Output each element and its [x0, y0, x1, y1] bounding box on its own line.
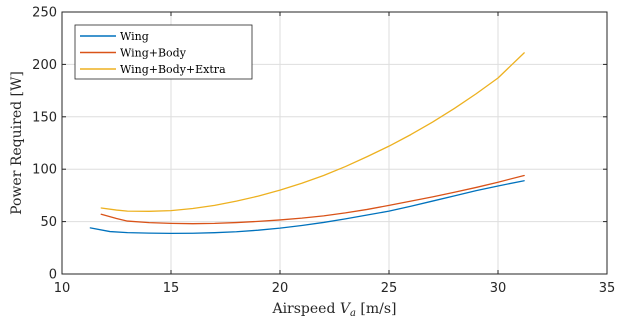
x-tick-label: 35 — [599, 281, 616, 296]
y-tick-label: 50 — [40, 215, 57, 230]
series-lines — [89, 52, 525, 234]
x-tick-label: 30 — [490, 281, 507, 296]
x-axis-label-suffix: [m/s] — [356, 301, 397, 317]
plot-frame — [61, 11, 608, 275]
legend-label-wing-body-extra: Wing+Body+Extra — [120, 63, 226, 76]
y-axis-label: Power Required [W] — [9, 71, 25, 215]
x-tick-label: 15 — [163, 281, 180, 296]
axis-ticks: 10 15 20 25 30 35 0 50 100 150 200 250 — [32, 6, 615, 297]
x-axis-label: Airspeed Va [m/s] — [271, 301, 396, 319]
series-line-wing-body — [100, 174, 525, 225]
series-line-wing-body-extra — [100, 52, 525, 212]
series-line-wing — [89, 180, 525, 234]
x-tick-label: 10 — [54, 281, 71, 296]
legend-label-wing: Wing — [120, 30, 149, 43]
legend: Wing Wing+Body Wing+Body+Extra — [74, 24, 253, 80]
y-tick-label: 250 — [32, 6, 57, 21]
y-tick-label: 200 — [32, 58, 57, 73]
y-tick-label: 150 — [32, 110, 57, 125]
x-axis-label-symbol: V — [340, 301, 352, 317]
y-tick-label: 0 — [49, 268, 57, 283]
y-tick-label: 100 — [32, 163, 57, 178]
x-axis-label-prefix: Airspeed — [271, 301, 339, 317]
legend-label-wing-body: Wing+Body — [120, 47, 187, 60]
x-tick-label: 25 — [381, 281, 398, 296]
x-axis-label-subscript: a — [350, 308, 356, 319]
x-tick-label: 20 — [272, 281, 289, 296]
